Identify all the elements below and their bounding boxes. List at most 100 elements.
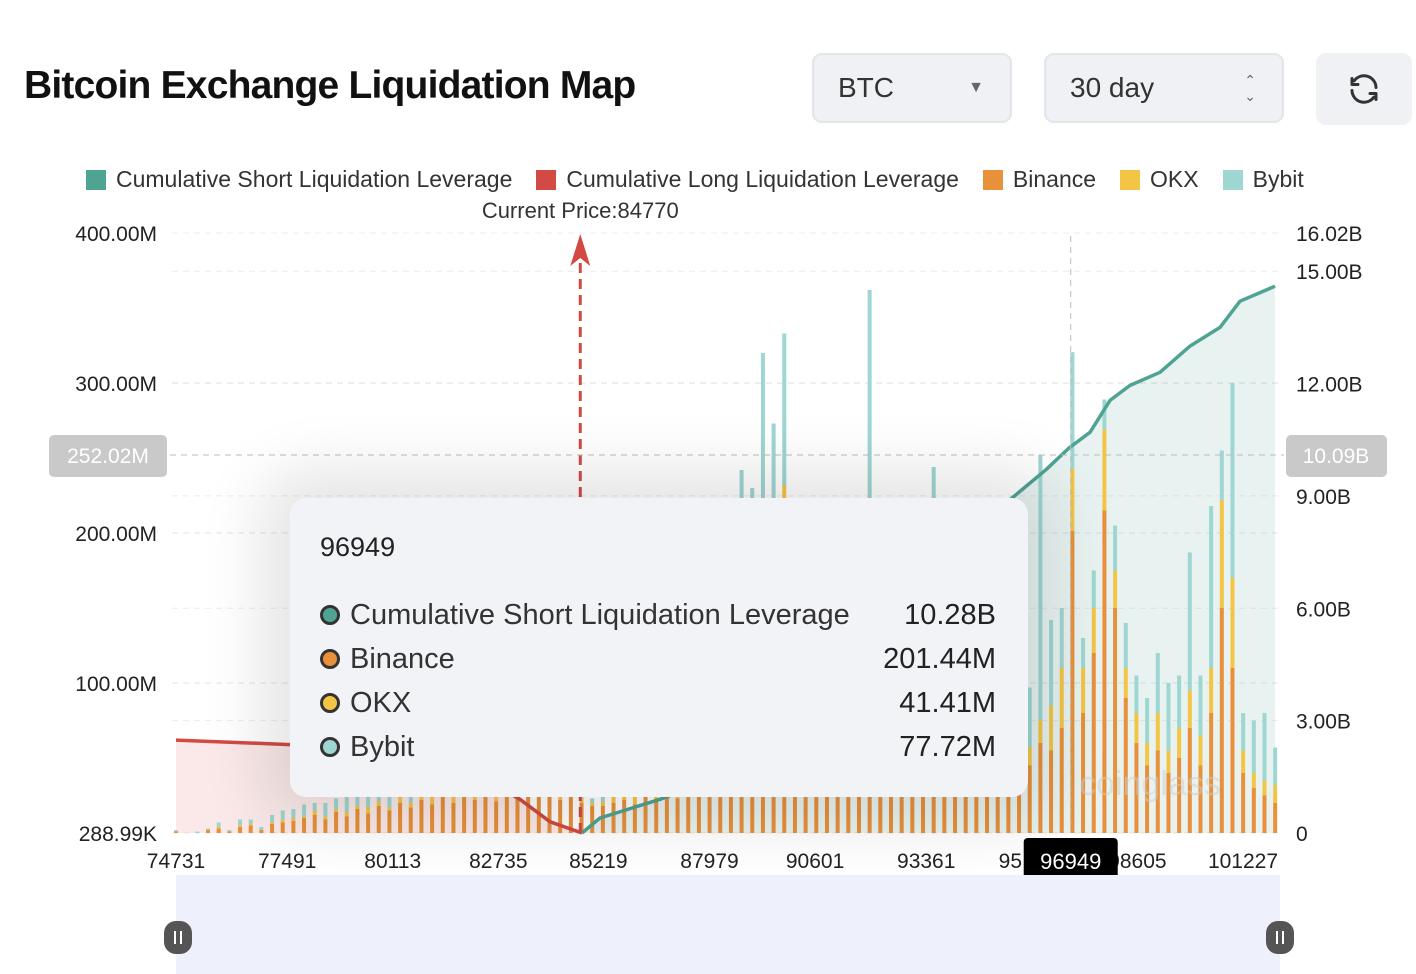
bar-binance [654,801,659,833]
bar-bybit [216,822,221,827]
bar-bybit [600,792,605,802]
zoom-handle-right[interactable] [1266,921,1294,954]
bar-binance [696,791,701,833]
bar-binance [568,795,573,833]
y-left-tick-label: 400.00M [75,223,157,246]
x-tick-label: 80113 [364,850,421,873]
bar-binance [728,788,733,833]
bar-okx [1070,468,1075,531]
bar-binance [824,791,829,833]
y-left-tick-label: 200.00M [75,523,157,546]
bar-okx [1198,735,1203,766]
bar-binance [632,804,637,833]
bar-okx [1113,570,1118,608]
watermark-logo: coinglass [1079,765,1221,803]
legend-label: Cumulative Short Liquidation Leverage [116,166,513,192]
y-left-tick-label: 300.00M [75,373,157,396]
tooltip-value: 201.44M [883,642,996,675]
legend-item-bybit[interactable]: Bybit [1222,166,1304,193]
x-tick-label: 77491 [258,850,316,873]
legend-label: OKX [1150,166,1199,192]
bar-bybit [1273,747,1278,785]
bar-binance [430,804,435,833]
x-tick-label: 74731 [147,850,205,873]
bar-binance [1273,803,1278,833]
y-right-tick-label: 16.02B [1296,223,1363,246]
bar-binance [1006,779,1011,833]
bar-bybit [334,798,339,809]
y-right-tick-label: 12.00B [1296,374,1363,397]
crosshair-right-badge [1286,435,1387,477]
bar-binance [1198,765,1203,833]
x-tick-label: 87979 [680,850,738,873]
bar-bybit [1241,713,1246,751]
bar-binance [1177,758,1182,833]
dot-icon [320,605,340,625]
bar-binance [1102,510,1107,833]
bar-binance [995,773,1000,833]
bar-binance [1209,713,1214,833]
bar-okx [1230,578,1235,668]
bar-binance [1017,770,1022,833]
bar-binance [462,794,467,833]
bar-binance [408,807,413,833]
bar-bybit [280,810,285,820]
bar-binance [846,788,851,833]
bar-bybit [1177,675,1182,728]
bar-binance [888,783,893,833]
bar-bybit [1027,687,1032,748]
bar-okx [1091,608,1096,653]
crosshair-x-badge [1023,838,1118,884]
range-select[interactable]: 30 day ⌃ ⌄ [1044,53,1284,123]
bar-bybit [782,333,787,485]
bar-okx [1219,500,1224,608]
legend-item-okx[interactable]: OKX [1120,166,1199,193]
x-tick-label: 93361 [897,850,955,873]
bar-binance [494,801,499,833]
bar-binance [323,819,328,833]
symbol-select[interactable]: BTC ▼ [812,53,1012,123]
bar-binance [270,824,275,833]
bar-binance [1027,765,1032,833]
bar-binance [334,812,339,833]
chart-legend: Cumulative Short Liquidation Leverage Cu… [86,166,1328,193]
bar-bybit [248,819,253,824]
tooltip-row-okx: OKX 41.41M [320,681,996,725]
bar-okx [1027,747,1032,766]
bar-bybit [1251,720,1256,773]
bar-bybit [1166,683,1171,751]
bar-binance [1230,668,1235,833]
bar-binance [1251,788,1256,833]
bar-okx [1187,690,1192,728]
bar-binance [248,825,253,833]
zoom-handle-left[interactable] [164,921,192,954]
refresh-button[interactable] [1316,53,1412,125]
bar-binance [344,816,349,833]
bar-okx [280,819,285,823]
bar-binance [718,792,723,833]
data-zoom-slider[interactable] [176,875,1280,974]
tooltip-value: 77.72M [899,730,996,763]
bar-bybit [408,791,413,803]
legend-item-short[interactable]: Cumulative Short Liquidation Leverage [86,166,512,193]
bar-binance [1134,743,1139,833]
legend-item-long[interactable]: Cumulative Long Liquidation Leverage [536,166,959,193]
legend-swatch [982,169,1003,190]
bar-bybit [1219,450,1224,500]
bar-binance [227,831,232,833]
bar-binance [1038,743,1043,833]
crosshair-right-label: 10.09B [1303,445,1370,468]
bar-okx [494,797,499,802]
bar-bybit [1230,383,1235,578]
bar-okx [1262,780,1267,796]
bar-binance [686,795,691,833]
bar-okx [430,797,435,805]
bar-bybit [312,803,317,811]
y-right-tick-label: 0 [1296,823,1308,846]
bar-binance [974,776,979,833]
bar-binance [590,806,595,833]
crosshair-x-label: 96949 [1040,849,1101,874]
bar-binance [174,831,178,833]
tooltip-label: OKX [350,686,412,719]
legend-item-binance[interactable]: Binance [982,166,1096,193]
